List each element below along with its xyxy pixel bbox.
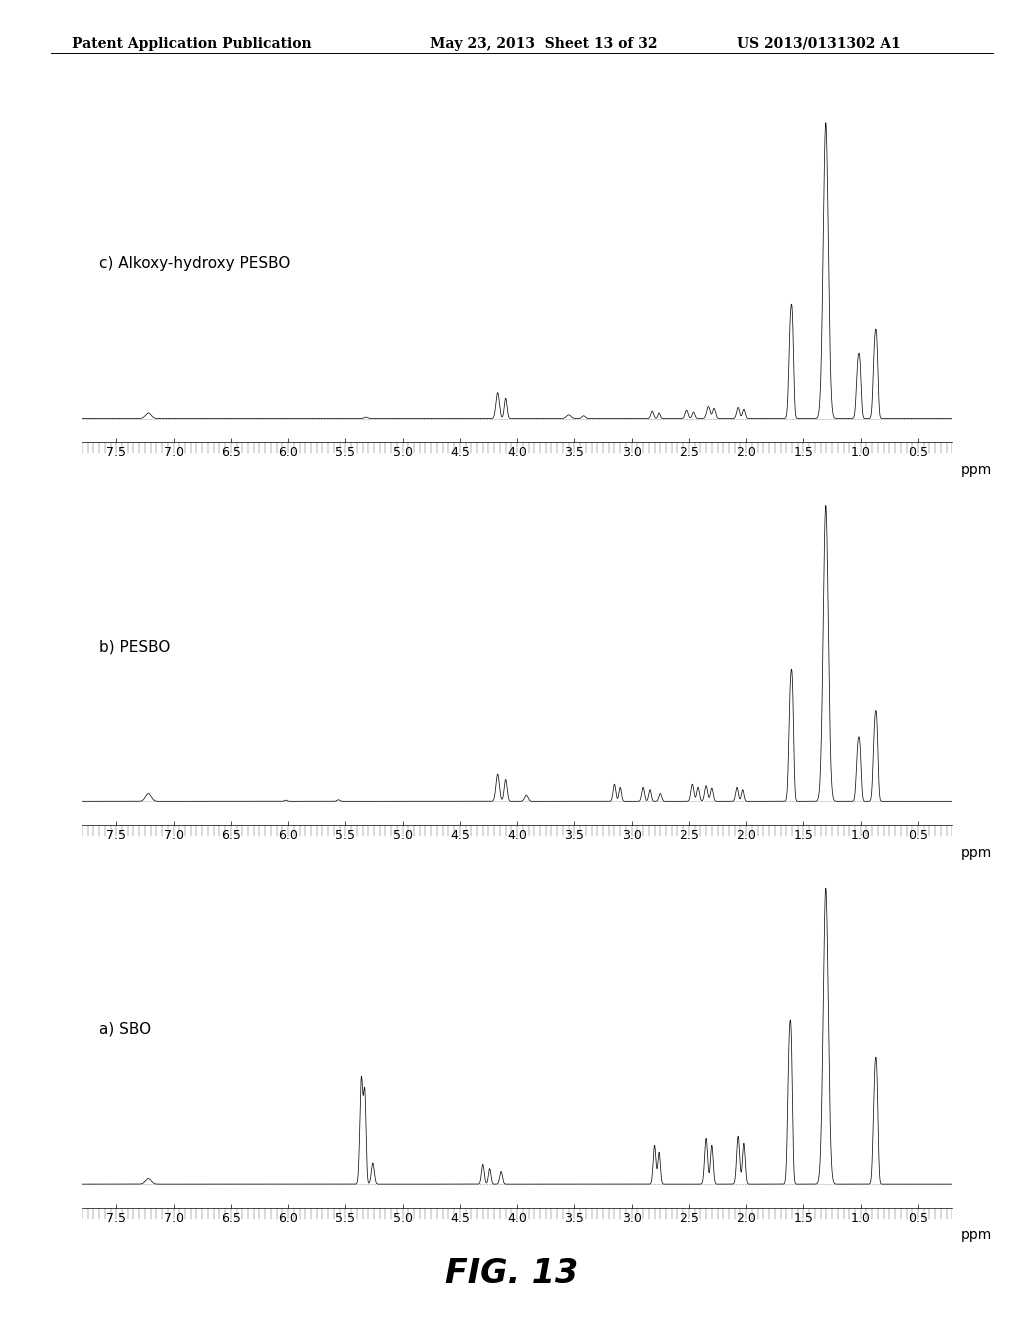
Text: a) SBO: a) SBO bbox=[99, 1022, 152, 1036]
Text: FIG. 13: FIG. 13 bbox=[445, 1257, 579, 1290]
Text: ppm: ppm bbox=[961, 463, 992, 477]
Text: May 23, 2013  Sheet 13 of 32: May 23, 2013 Sheet 13 of 32 bbox=[430, 37, 657, 51]
Text: c) Alkoxy-hydroxy PESBO: c) Alkoxy-hydroxy PESBO bbox=[99, 256, 291, 271]
Text: b) PESBO: b) PESBO bbox=[99, 639, 171, 653]
Text: ppm: ppm bbox=[961, 1229, 992, 1242]
Text: Patent Application Publication: Patent Application Publication bbox=[72, 37, 311, 51]
Text: ppm: ppm bbox=[961, 846, 992, 859]
Text: US 2013/0131302 A1: US 2013/0131302 A1 bbox=[737, 37, 901, 51]
